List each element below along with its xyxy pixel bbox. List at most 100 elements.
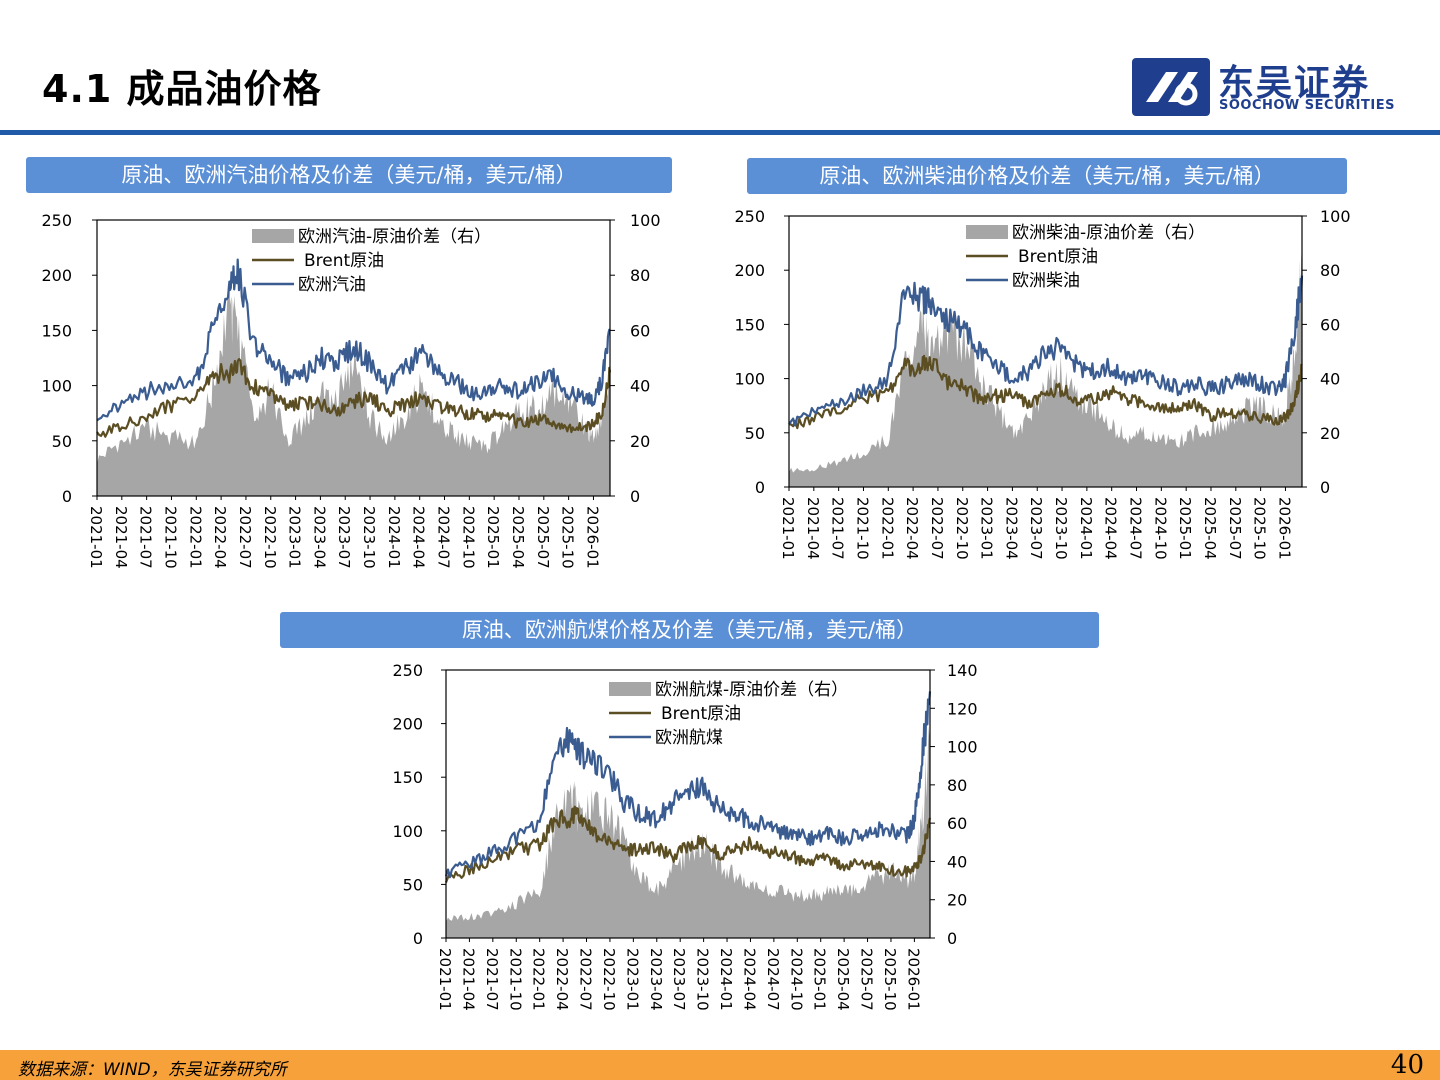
y-left-tick-label: 0 xyxy=(755,478,765,497)
page-title: 4.1 成品油价格 xyxy=(42,67,322,111)
y-right-tick-label: 40 xyxy=(630,377,650,396)
x-tick-label: 2021-01 xyxy=(779,497,797,560)
x-tick-label: 2025-07 xyxy=(534,506,552,569)
x-tick-label: 2023-07 xyxy=(1027,497,1045,560)
y-left-tick-label: 100 xyxy=(392,822,423,841)
y-left-tick-label: 0 xyxy=(413,929,423,948)
series-product-line xyxy=(96,258,611,422)
y-right-tick-label: 20 xyxy=(947,891,967,910)
x-tick-label: 2024-10 xyxy=(1151,497,1169,560)
legend-label: 欧洲航煤 xyxy=(655,728,723,748)
y-right-tick-label: 100 xyxy=(1320,207,1351,226)
y-right-tick-label: 80 xyxy=(947,776,967,795)
x-tick-label: 2022-01 xyxy=(878,497,896,560)
y-left-tick-label: 150 xyxy=(392,768,423,787)
x-tick-label: 2023-04 xyxy=(647,948,665,1011)
y-right-tick-label: 20 xyxy=(630,432,650,451)
x-tick-label: 2021-07 xyxy=(483,948,501,1011)
legend-label: Brent原油 xyxy=(304,251,384,271)
x-tick-label: 2023-10 xyxy=(694,948,712,1011)
series-spread-area xyxy=(446,717,930,938)
x-tick-label: 2022-07 xyxy=(236,506,254,569)
x-tick-label: 2023-07 xyxy=(670,948,688,1011)
chart-2-title: 原油、欧洲柴油价格及价差（美元/桶，美元/桶） xyxy=(747,158,1347,194)
y-left-tick-label: 200 xyxy=(734,261,765,280)
x-tick-label: 2024-10 xyxy=(787,948,805,1011)
y-left-tick-label: 150 xyxy=(41,321,72,340)
x-tick-label: 2021-07 xyxy=(829,497,847,560)
legend-label: 欧洲汽油 xyxy=(298,275,366,295)
x-tick-label: 2023-10 xyxy=(360,506,378,569)
x-tick-label: 2024-04 xyxy=(1102,497,1120,560)
x-tick-label: 2025-10 xyxy=(1251,497,1269,560)
y-left-tick-label: 0 xyxy=(62,487,72,506)
logo-text-cn: 东吴证券 xyxy=(1218,63,1371,104)
x-tick-label: 2025-07 xyxy=(858,948,876,1011)
y-left-tick-label: 200 xyxy=(392,715,423,734)
legend-label: 欧洲汽油-原油价差（右） xyxy=(298,227,491,247)
x-tick-label: 2022-04 xyxy=(553,948,571,1011)
series-brent-line xyxy=(96,358,612,438)
y-right-tick-label: 40 xyxy=(947,852,967,871)
x-tick-label: 2026-01 xyxy=(904,948,922,1011)
y-right-tick-label: 100 xyxy=(630,211,661,230)
plot-frame xyxy=(96,219,611,497)
series-spread-area xyxy=(97,283,610,496)
y-right-tick-label: 60 xyxy=(1320,315,1340,334)
y-right-tick-label: 60 xyxy=(630,321,650,340)
y-right-tick-label: 0 xyxy=(947,929,957,948)
legend-swatch-spread xyxy=(966,225,1008,239)
x-tick-label: 2024-07 xyxy=(1127,497,1145,560)
chart-3-title: 原油、欧洲航煤价格及价差（美元/桶，美元/桶） xyxy=(280,612,1099,648)
x-tick-label: 2025-10 xyxy=(559,506,577,569)
x-tick-label: 2023-07 xyxy=(335,506,353,569)
series-brent-line xyxy=(788,354,1303,430)
x-tick-label: 2025-01 xyxy=(484,506,502,569)
page-number: 40 xyxy=(1390,1050,1424,1080)
x-tick-label: 2025-07 xyxy=(1226,497,1244,560)
y-right-tick-label: 60 xyxy=(947,814,967,833)
y-right-tick-label: 120 xyxy=(947,699,978,718)
y-right-tick-label: 20 xyxy=(1320,424,1340,443)
y-right-tick-label: 140 xyxy=(947,661,978,680)
y-right-tick-label: 80 xyxy=(630,266,650,285)
x-tick-label: 2021-01 xyxy=(87,506,105,569)
x-tick-label: 2023-10 xyxy=(1052,497,1070,560)
x-tick-label: 2022-07 xyxy=(928,497,946,560)
series-product-line xyxy=(444,691,932,879)
x-tick-label: 2022-07 xyxy=(577,948,595,1011)
y-right-tick-label: 100 xyxy=(947,738,978,757)
legend-swatch-spread xyxy=(252,229,294,243)
chart-3: 0 50 100 150 200 250 0 20 40 60 80 100 120 140 2021-01… xyxy=(392,661,977,1011)
y-right-tick-label: 0 xyxy=(630,487,640,506)
x-tick-label: 2023-01 xyxy=(978,497,996,560)
y-right-tick-label: 80 xyxy=(1320,261,1340,280)
y-left-tick-label: 50 xyxy=(745,424,765,443)
header-divider xyxy=(0,130,1440,135)
x-tick-label: 2023-01 xyxy=(286,506,304,569)
x-tick-label: 2022-04 xyxy=(211,506,229,569)
x-tick-label: 2025-01 xyxy=(811,948,829,1011)
data-source-note: 数据来源：WIND，东吴证券研究所 xyxy=(18,1060,287,1080)
x-tick-label: 2024-04 xyxy=(740,948,758,1011)
chart-1-title: 原油、欧洲汽油价格及价差（美元/桶，美元/桶） xyxy=(26,157,672,193)
legend-label: 欧洲航煤-原油价差（右） xyxy=(655,680,848,700)
company-logo: 东吴证券 SOOCHOW SECURITIES xyxy=(1132,56,1412,116)
x-tick-label: 2024-07 xyxy=(435,506,453,569)
x-tick-label: 2022-10 xyxy=(953,497,971,560)
x-tick-label: 2021-04 xyxy=(804,497,822,560)
y-right-tick-label: 0 xyxy=(1320,478,1330,497)
x-tick-label: 2021-01 xyxy=(436,948,454,1011)
x-tick-label: 2022-01 xyxy=(186,506,204,569)
y-left-tick-label: 50 xyxy=(52,432,72,451)
x-tick-label: 2021-10 xyxy=(161,506,179,569)
legend-label: 欧洲柴油-原油价差（右） xyxy=(1012,223,1205,243)
x-tick-label: 2025-10 xyxy=(881,948,899,1011)
y-left-tick-label: 250 xyxy=(392,661,423,680)
x-tick-label: 2022-04 xyxy=(903,497,921,560)
x-tick-label: 2025-04 xyxy=(509,506,527,569)
y-left-tick-label: 250 xyxy=(41,211,72,230)
